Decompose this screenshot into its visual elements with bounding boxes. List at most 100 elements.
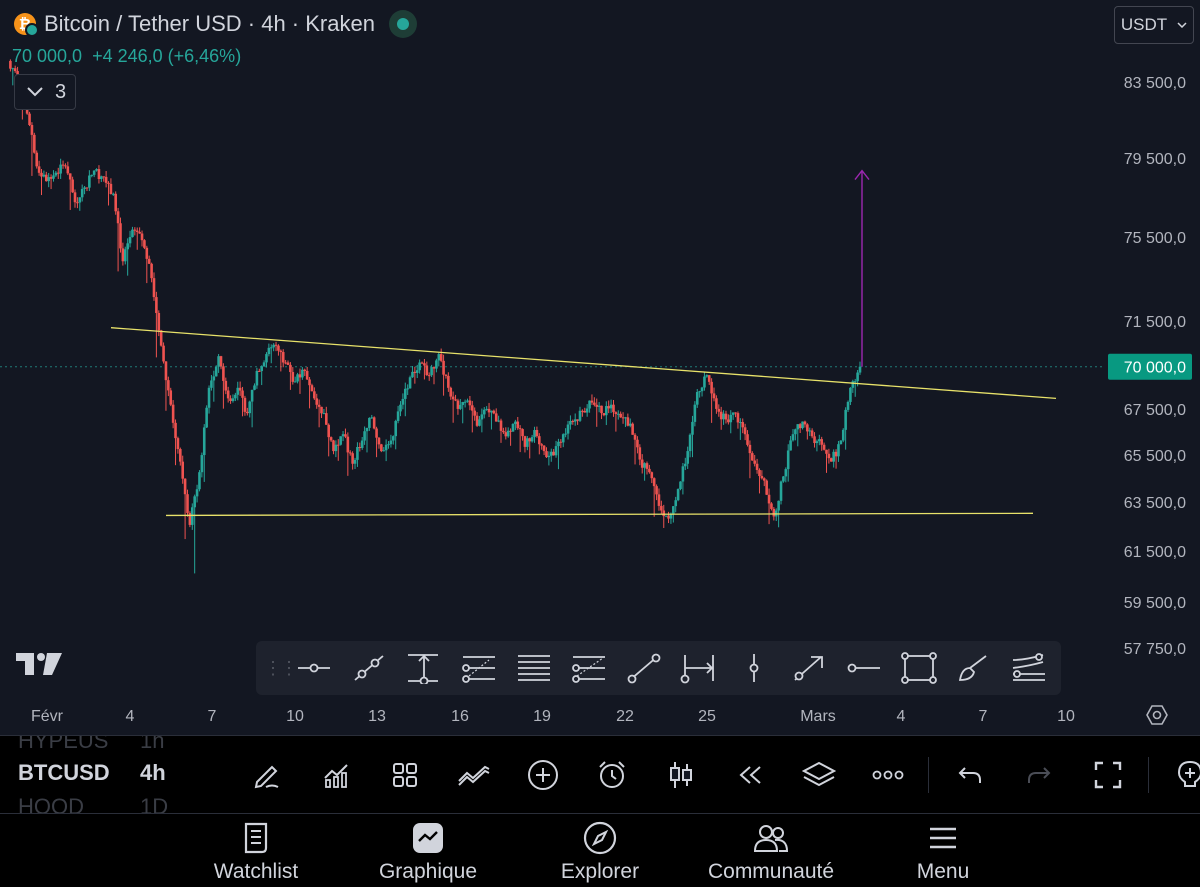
layers-button[interactable] — [784, 736, 853, 813]
drag-handle-icon[interactable]: ⋮⋮ — [264, 657, 298, 678]
horizontal-line-tool-button[interactable] — [836, 641, 891, 695]
currency-selector[interactable]: USDT — [1114, 6, 1194, 44]
candle-body — [286, 362, 290, 365]
candle-body — [571, 421, 575, 423]
chart-area[interactable]: 83 500,0 79 500,0 75 500,0 71 500,0 67 500,0… — [0, 0, 1200, 735]
layout-button[interactable] — [370, 736, 439, 813]
candle-body — [265, 354, 268, 363]
candle-body — [346, 436, 350, 453]
market-status-icon[interactable] — [388, 10, 417, 38]
replay-button[interactable] — [715, 736, 784, 813]
candle-body — [301, 369, 304, 378]
nav-watchlist[interactable]: Watchlist — [176, 820, 336, 884]
candle-body — [71, 179, 74, 193]
divider — [928, 757, 929, 793]
brush-tool-button[interactable] — [946, 641, 1001, 695]
candle-body — [138, 231, 141, 234]
candle-body — [298, 374, 302, 378]
indicators-button[interactable] — [301, 736, 370, 813]
pitchfork-tool-button[interactable] — [561, 641, 616, 695]
candle-body — [49, 177, 53, 179]
alarm-clock-icon — [598, 761, 625, 788]
candle-body — [447, 375, 450, 388]
compare-button[interactable] — [439, 736, 508, 813]
more-button[interactable] — [853, 736, 922, 813]
candle-body — [116, 211, 120, 224]
candle-body — [423, 363, 426, 366]
x-tick-label: 10 — [1057, 708, 1075, 725]
candle-body — [770, 503, 773, 509]
candle-body — [547, 455, 551, 458]
candle-body — [499, 420, 503, 431]
chart-settings-icon[interactable] — [1146, 704, 1168, 731]
undo-button[interactable] — [935, 736, 1004, 813]
candle-body — [253, 385, 256, 390]
symbol-scroller[interactable]: HYPEUS 1h BTCUSD 4h HOOD 1D — [18, 736, 248, 813]
symbol-title[interactable]: ₿ Bitcoin / Tether USD · 4h · Kraken — [14, 10, 417, 38]
candle-body — [822, 444, 826, 450]
nav-explore[interactable]: Explorer — [520, 820, 680, 884]
price-chart[interactable]: 83 500,0 79 500,0 75 500,0 71 500,0 67 500,0… — [0, 0, 1200, 735]
candle-body — [28, 113, 31, 126]
date-range-icon — [680, 655, 714, 684]
add-button[interactable] — [508, 736, 577, 813]
candle-body — [717, 408, 721, 412]
candle-body — [392, 436, 395, 441]
trend-line-tool-button[interactable] — [286, 641, 341, 695]
candle-body — [135, 230, 139, 232]
candle-body — [152, 278, 156, 298]
redo-button[interactable] — [1004, 736, 1073, 813]
nav-menu[interactable]: Menu — [863, 820, 1023, 884]
candle-body — [597, 405, 601, 407]
vertical-measure-icon — [407, 654, 438, 684]
vertical-line-tool-button[interactable] — [726, 641, 781, 695]
bottom-toolbar: HYPEUS 1h BTCUSD 4h HOOD 1D — [0, 735, 1200, 813]
candle-body — [267, 347, 271, 355]
candle-body — [679, 481, 682, 490]
y-tick-label: 71 500,0 — [1124, 314, 1186, 331]
candle-body — [683, 463, 687, 467]
candle-body — [44, 174, 48, 182]
list-item[interactable]: HOOD 1D — [18, 794, 169, 813]
alert-button[interactable] — [577, 736, 646, 813]
price-readout: 70 000,0 +4 246,0 (+6,46%) — [12, 46, 241, 67]
ray-tool-button[interactable] — [341, 641, 396, 695]
candle-body — [502, 430, 505, 433]
candle-body — [801, 421, 804, 429]
candle-body — [341, 434, 345, 437]
candle-body — [746, 434, 749, 445]
candle-body — [439, 354, 443, 361]
current-symbol[interactable]: BTCUSD 4h — [18, 760, 166, 785]
candle-body — [143, 240, 146, 248]
fib-retracement-tool-button[interactable] — [451, 641, 506, 695]
candle-body — [212, 376, 216, 381]
ideas-button[interactable] — [1155, 736, 1200, 813]
nav-community[interactable]: Communauté — [691, 820, 851, 884]
fullscreen-button[interactable] — [1073, 736, 1142, 813]
candle-body — [837, 444, 840, 457]
list-item[interactable]: HYPEUS 1h — [18, 735, 165, 753]
rectangle-tool-button[interactable] — [891, 641, 946, 695]
candle-body — [126, 243, 129, 250]
fib-fan-tool-button[interactable] — [1001, 641, 1056, 695]
drawing-tools-button[interactable] — [232, 736, 301, 813]
candle-body — [789, 440, 792, 451]
candle-body — [145, 247, 149, 259]
parallel-channel-tool-button[interactable] — [506, 641, 561, 695]
date-range-tool-button[interactable] — [671, 641, 726, 695]
line-tool-button[interactable] — [616, 641, 671, 695]
nav-chart[interactable]: Graphique — [348, 820, 508, 884]
arrow-tool-button[interactable] — [781, 641, 836, 695]
candle-body — [377, 437, 381, 445]
candle-body — [183, 478, 187, 495]
candle-body — [729, 414, 733, 423]
brush-icon — [958, 655, 987, 681]
x-tick-label: Mars — [800, 708, 836, 725]
vertical-measure-tool-button[interactable] — [396, 641, 451, 695]
chart-type-button[interactable] — [646, 736, 715, 813]
candle-body — [224, 380, 228, 391]
candle-body — [540, 444, 543, 446]
candle-body — [56, 172, 60, 174]
indicators-toggle[interactable]: 3 — [14, 74, 76, 110]
candle-body — [123, 249, 127, 262]
